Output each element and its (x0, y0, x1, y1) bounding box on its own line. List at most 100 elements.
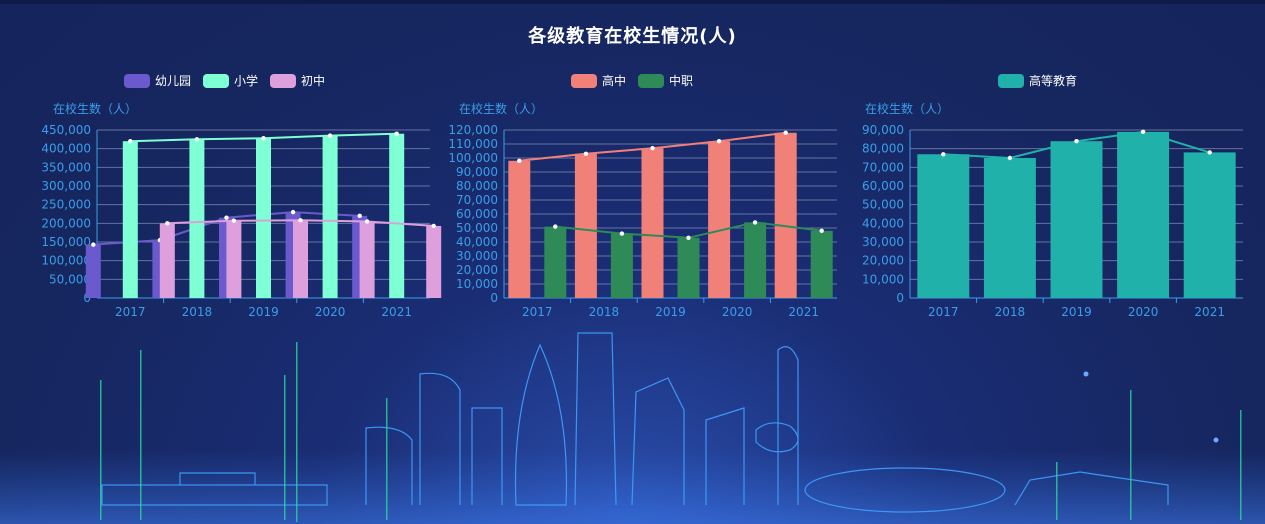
y-axis-label-chart-1: 在校生数（人） (53, 102, 138, 116)
x-tick-label: 2020 (1128, 305, 1159, 319)
y-tick-label: 50,000 (49, 272, 91, 286)
data-point (1074, 139, 1079, 144)
x-tick-label: 2017 (115, 305, 146, 319)
chart-3: 0 10,000 20,000 30,000 40,000 50,000 60,000 70,… (862, 123, 1243, 319)
legend-item-primary[interactable]: 小学 (203, 72, 258, 89)
data-point (650, 146, 655, 151)
legend-label: 初中 (301, 74, 326, 88)
data-point (298, 218, 303, 223)
x-tick-label: 2018 (589, 305, 620, 319)
data-point (583, 151, 589, 156)
y-tick-label: 450,000 (41, 123, 91, 137)
bar (544, 226, 567, 298)
data-point (231, 218, 237, 223)
bar (293, 220, 308, 298)
y-tick-label: 90,000 (862, 123, 904, 137)
data-point (553, 224, 558, 229)
y-tick-label: 150,000 (41, 235, 91, 249)
y-tick-label: 70,000 (456, 193, 498, 207)
x-tick-label: 2019 (1061, 305, 1092, 319)
data-point (165, 221, 170, 226)
data-point (261, 136, 266, 141)
chart-1: 050,000100,000150,000200,000250,000300,0… (41, 123, 442, 319)
top-strip (0, 0, 1265, 4)
x-tick-label: 2018 (995, 305, 1026, 319)
legend-swatch (270, 73, 297, 88)
legend-label: 高中 (602, 74, 627, 88)
data-point (517, 158, 522, 163)
x-tick-label: 2021 (381, 305, 412, 319)
legend-item-junior[interactable]: 初中 (270, 72, 325, 89)
legend-item-higher[interactable]: 高等教育 (998, 72, 1077, 89)
x-tick-label: 2018 (182, 305, 213, 319)
y-tick-label: 100,000 (448, 151, 498, 165)
data-point (941, 152, 946, 157)
y-tick-label: 60,000 (862, 179, 904, 193)
bar (574, 153, 597, 298)
y-tick-label: 20,000 (862, 254, 904, 268)
y-tick-label: 10,000 (456, 277, 498, 291)
y-tick-label: 10,000 (862, 272, 904, 286)
data-point (783, 130, 788, 135)
y-tick-label: 80,000 (456, 179, 498, 193)
page-title: 各级教育在校生情况(人) (528, 26, 737, 47)
x-tick-label: 2020 (315, 305, 346, 319)
data-point (716, 139, 722, 144)
data-point (327, 133, 333, 138)
bar (359, 221, 375, 298)
y-tick-label: 300,000 (41, 179, 91, 193)
y-tick-label: 400,000 (41, 142, 91, 156)
legend-swatch (571, 73, 597, 88)
data-point (128, 139, 133, 144)
bar (810, 230, 833, 298)
bar (983, 158, 1036, 298)
bar (744, 222, 767, 298)
x-tick-label: 2019 (655, 305, 686, 319)
data-point (194, 137, 200, 142)
legend-label: 幼儿园 (155, 74, 192, 88)
legend-item-vocational[interactable]: 中职 (638, 72, 693, 89)
legend-item-kindergarten[interactable]: 幼儿园 (124, 72, 191, 89)
y-tick-label: 50,000 (456, 221, 498, 235)
bar (322, 135, 338, 298)
x-tick-label: 2019 (248, 305, 279, 319)
legend-swatch (638, 73, 665, 88)
data-point (752, 220, 758, 225)
bar (677, 237, 700, 298)
y-tick-label: 250,000 (41, 198, 91, 212)
x-tick-label: 2017 (928, 305, 959, 319)
y-tick-label: 350,000 (41, 160, 91, 174)
bar (1183, 152, 1236, 298)
chart-2: 010,00020,00030,00040,00050,00060,00070,… (448, 123, 837, 319)
legend-item-senior[interactable]: 高中 (571, 72, 626, 89)
data-point (686, 235, 691, 240)
data-point (619, 231, 625, 236)
y-tick-label: 0 (490, 291, 498, 305)
bar (641, 148, 664, 298)
data-point (364, 219, 370, 224)
x-tick-label: 2017 (522, 305, 553, 319)
y-tick-label: 90,000 (456, 165, 498, 179)
y-tick-label: 110,000 (448, 137, 498, 151)
data-point (819, 228, 824, 233)
legend-label: 中职 (669, 74, 694, 88)
legend-swatch (124, 73, 150, 88)
bar (122, 141, 138, 298)
bar (189, 139, 205, 298)
bar (85, 244, 101, 298)
legend-chart-1: 幼儿园 小学 初中 (124, 72, 325, 89)
bar (1117, 131, 1170, 298)
y-tick-label: 50,000 (862, 198, 904, 212)
bar (159, 223, 175, 298)
bar (610, 233, 633, 298)
y-tick-label: 100,000 (41, 254, 91, 268)
bar (708, 141, 731, 298)
data-point (357, 213, 362, 219)
city-skyline-illustration (0, 332, 1265, 524)
legend-label: 高等教育 (1029, 74, 1078, 88)
bar (256, 138, 271, 298)
bar (426, 225, 442, 298)
bar (508, 160, 531, 298)
data-point (1007, 155, 1013, 161)
data-point (91, 242, 96, 247)
